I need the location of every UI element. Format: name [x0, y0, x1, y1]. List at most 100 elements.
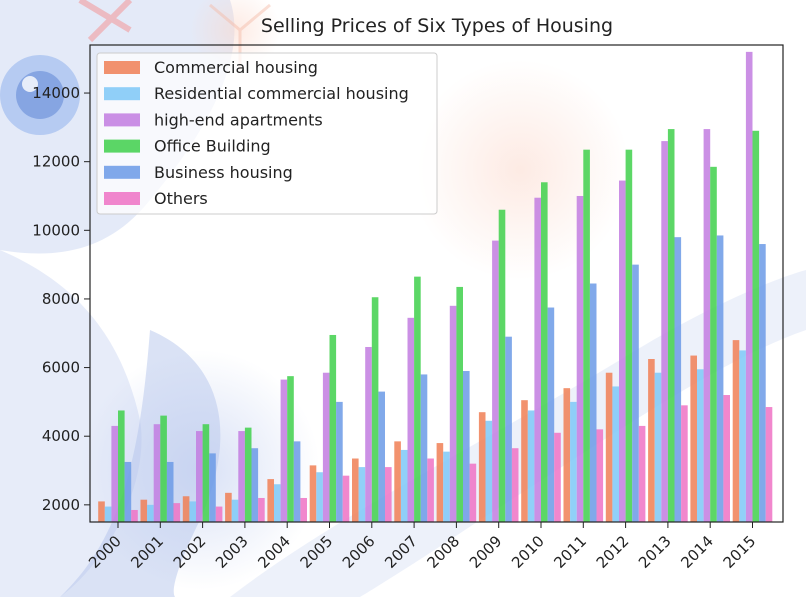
bar-2000-series-4 [118, 410, 125, 522]
bar-2013-series-1 [648, 359, 655, 522]
bar-2013-series-3 [661, 141, 668, 522]
bar-2009-series-3 [492, 240, 499, 522]
bar-2007-series-6 [427, 458, 434, 522]
bar-2015-series-4 [752, 130, 760, 523]
x-tick-label: 2008 [423, 532, 463, 572]
bar-2009-series-4 [498, 209, 506, 522]
bar-2001-series-2 [147, 504, 154, 522]
bar-2005-series-6 [342, 475, 350, 522]
bar-2002-series-4 [202, 424, 210, 522]
bar-2003-series-2 [231, 499, 239, 522]
bar-2006-series-4 [371, 297, 379, 522]
bar-2010-series-4 [541, 182, 548, 522]
bar-2013-series-5 [674, 237, 682, 523]
bar-2004-series-4 [287, 376, 294, 522]
bar-2014-series-2 [697, 369, 704, 522]
bar-2004-series-1 [267, 479, 274, 522]
bar-2012-series-4 [625, 149, 633, 523]
x-tick-label: 2001 [127, 532, 167, 572]
legend: Commercial housing Residential commercial… [96, 52, 438, 215]
bar-2011-series-2 [570, 401, 577, 522]
bar-2011-series-5 [589, 283, 597, 522]
bars-layer [98, 51, 773, 523]
bar-2006-series-5 [378, 391, 385, 522]
bar-2012-series-1 [605, 372, 613, 522]
bar-2005-series-2 [316, 472, 323, 522]
bar-2008-series-6 [469, 463, 477, 522]
bar-2009-series-2 [485, 420, 493, 522]
bar-2014-series-3 [703, 129, 711, 522]
bar-2006-series-6 [385, 467, 392, 522]
series-3-bars [111, 51, 753, 523]
legend-label: Commercial housing [154, 58, 318, 77]
x-tick-label: 2007 [381, 532, 421, 572]
x-tick-label: 2006 [339, 532, 379, 572]
bar-2015-series-6 [765, 407, 773, 522]
bar-2012-series-6 [638, 425, 646, 522]
bar-2009-series-1 [478, 412, 486, 522]
legend-label: high-end apartments [154, 110, 323, 129]
bar-2009-series-6 [511, 448, 519, 522]
bar-2006-series-1 [352, 458, 359, 522]
bar-2007-series-2 [400, 449, 408, 522]
series-4-bars [118, 129, 760, 523]
legend-swatch [104, 165, 140, 179]
x-tick-label: 2014 [677, 532, 717, 572]
bar-2008-series-5 [463, 371, 470, 522]
bar-2001-series-3 [153, 424, 161, 522]
bar-2000-series-3 [111, 425, 118, 522]
chart-title: Selling Prices of Six Types of Housing [261, 15, 613, 37]
bar-2013-series-2 [654, 372, 662, 522]
bar-2005-series-4 [329, 334, 337, 522]
bar-2003-series-3 [238, 431, 245, 522]
legend-label: Office Building [154, 137, 271, 156]
bar-2008-series-3 [449, 305, 457, 522]
bar-2006-series-2 [358, 467, 366, 522]
bar-2000-series-6 [131, 509, 138, 522]
bar-2011-series-3 [576, 195, 584, 523]
bar-2012-series-5 [632, 264, 639, 522]
x-tick-label: 2004 [254, 532, 294, 572]
y-tick-label: 2000 [42, 496, 80, 514]
series-6-bars [131, 395, 773, 522]
bar-2010-series-2 [527, 410, 535, 522]
x-tick-label: 2013 [635, 532, 675, 572]
bar-2000-series-5 [124, 461, 132, 522]
bar-2001-series-1 [140, 499, 148, 522]
x-tick-label: 2005 [297, 532, 337, 572]
y-tick-label: 10000 [32, 221, 80, 239]
bar-2014-series-1 [690, 355, 697, 522]
legend-label: Others [154, 189, 208, 208]
plot-frame [89, 44, 784, 523]
legend-swatch [104, 61, 140, 74]
bar-2001-series-5 [166, 461, 174, 522]
x-tick-label: 2009 [466, 532, 506, 572]
bar-2002-series-6 [215, 506, 223, 522]
bar-2002-series-3 [196, 431, 203, 522]
y-tick-label: 12000 [32, 153, 80, 171]
bar-2008-series-1 [436, 443, 444, 522]
bar-2001-series-6 [173, 503, 181, 522]
bar-2011-series-6 [596, 429, 604, 522]
bar-2004-series-5 [293, 441, 301, 522]
series-2-bars [104, 350, 746, 522]
bar-2008-series-2 [443, 451, 450, 522]
legend-swatch [104, 113, 140, 127]
legend-swatch [104, 192, 140, 205]
bar-2014-series-4 [710, 166, 717, 522]
bar-2007-series-1 [394, 441, 401, 522]
bar-2014-series-6 [723, 395, 730, 522]
x-tick-label: 2012 [593, 532, 633, 572]
bar-2012-series-3 [619, 180, 626, 523]
series-1-bars [98, 340, 740, 522]
legend-swatch [104, 139, 140, 153]
bar-2004-series-3 [280, 379, 288, 522]
bar-2007-series-3 [407, 317, 415, 522]
bar-2015-series-1 [732, 340, 740, 522]
bar-2002-series-5 [209, 453, 216, 522]
bar-2002-series-2 [189, 501, 196, 522]
legend-label: Residential commercial housing [154, 84, 409, 103]
bar-2015-series-5 [759, 244, 766, 523]
x-tick-label: 2011 [550, 532, 590, 572]
